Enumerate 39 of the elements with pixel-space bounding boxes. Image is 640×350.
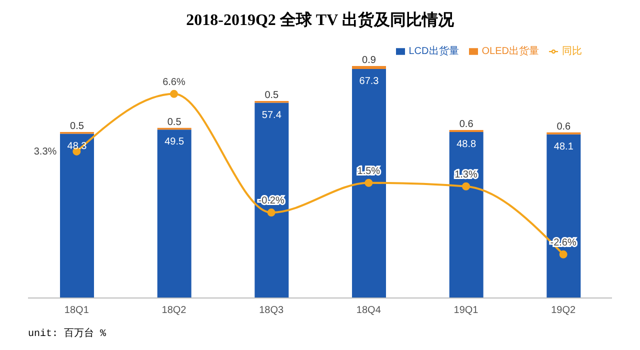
chart-title: 2018-2019Q2 全球 TV 出货及同比情况 xyxy=(185,10,455,31)
bar xyxy=(60,134,94,298)
bar xyxy=(157,130,192,298)
data-label: -0.2% xyxy=(258,196,284,207)
data-label: 67.3 xyxy=(359,76,380,88)
x-tick-label: 18Q2 xyxy=(162,305,187,316)
x-tick-label: 18Q1 xyxy=(64,305,90,316)
point xyxy=(267,208,276,217)
data-label: 6.6% xyxy=(162,76,186,88)
data-label: 0.5 xyxy=(167,116,182,128)
legend-label: OLED出货量 xyxy=(482,46,539,57)
bar xyxy=(449,132,484,298)
data-label: 0.9 xyxy=(362,55,376,66)
bar xyxy=(352,69,386,298)
bar xyxy=(546,134,581,298)
data-label: 0.6 xyxy=(459,118,474,130)
data-label: 0.5 xyxy=(70,120,84,132)
bar xyxy=(254,102,289,298)
data-label: 0.5 xyxy=(264,90,280,102)
data-label: 48.1 xyxy=(554,141,574,152)
point xyxy=(559,250,568,258)
x-tick-label: 19Q1 xyxy=(454,305,479,316)
point xyxy=(364,178,373,187)
legend-label: 同比 xyxy=(562,46,582,57)
data-label: 1.3% xyxy=(454,169,478,180)
legend-label: LCD出货量 xyxy=(408,46,459,57)
data-label: 49.5 xyxy=(164,136,184,148)
x-tick-label: 18Q3 xyxy=(259,305,284,316)
x-tick-label: 18Q4 xyxy=(356,305,382,316)
point xyxy=(462,182,470,190)
data-label: 0.6 xyxy=(556,121,572,132)
bar xyxy=(352,66,386,70)
x-tick-label: 19Q2 xyxy=(551,305,576,316)
point xyxy=(170,90,178,98)
data-label: 1.5% xyxy=(357,166,380,177)
data-label: 48.8 xyxy=(456,139,476,150)
text: unit: 百万台 % xyxy=(28,329,106,340)
data-label: 57.4 xyxy=(262,110,282,121)
data-label: 3.3% xyxy=(34,146,57,158)
